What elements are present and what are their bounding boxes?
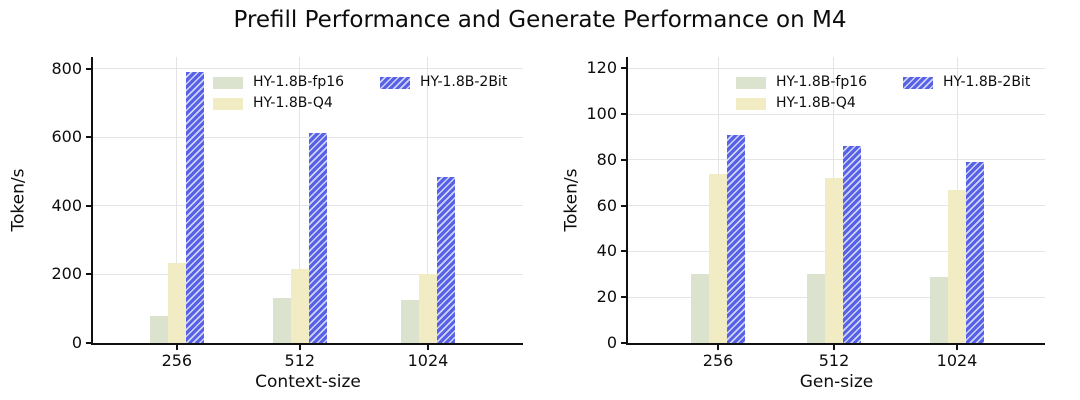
bar-hy-1.8b-fp16-256 xyxy=(691,274,710,343)
y-tick-mark xyxy=(621,158,626,161)
y-tick-label: 0 xyxy=(71,333,82,352)
x-tick-label: 512 xyxy=(284,351,316,370)
bar-hy-1.8b-2bit-1024 xyxy=(436,177,455,343)
y-tick-mark xyxy=(621,342,626,344)
bar-hy-1.8b-fp16-512 xyxy=(806,274,825,343)
y-axis-spine xyxy=(626,57,628,345)
y-tick-label: 800 xyxy=(51,58,82,78)
bar-hy-1.8b-fp16-256 xyxy=(149,316,168,343)
legend-label: HY-1.8B-Q4 xyxy=(253,95,333,112)
legend-swatch-icon xyxy=(903,76,934,89)
x-tick-label: 256 xyxy=(702,351,734,370)
bar-hy-1.8b-2bit-512 xyxy=(308,133,327,343)
bar-hy-1.8b-q4-1024 xyxy=(948,190,966,343)
gridline-horizontal xyxy=(628,113,1045,115)
legend-item-hy-1.8b-fp16: HY-1.8B-fp16 xyxy=(213,74,345,90)
y-tick-label: 100 xyxy=(586,104,617,124)
bar-hy-1.8b-q4-256 xyxy=(167,263,186,343)
legend-label: HY-1.8B-Q4 xyxy=(776,95,856,112)
y-axis-spine xyxy=(91,57,93,345)
gridline-vertical xyxy=(427,57,429,343)
gridline-vertical xyxy=(176,57,178,343)
legend-swatch-icon xyxy=(736,76,766,89)
bar-hy-1.8b-fp16-512 xyxy=(272,298,291,343)
y-axis-title: Token/s xyxy=(8,168,29,232)
legend-label: HY-1.8B-2Bit xyxy=(420,74,508,90)
y-tick-label: 600 xyxy=(51,127,82,147)
x-tick-mark xyxy=(956,345,958,350)
legend: HY-1.8B-fp16 HY-1.8B-Q4 HY-1.8B-2Bit xyxy=(736,74,1031,112)
legend-item-hy-1.8b-q4: HY-1.8B-Q4 xyxy=(736,95,867,112)
legend-label: HY-1.8B-fp16 xyxy=(776,74,868,90)
y-tick-mark xyxy=(621,250,626,253)
y-tick-mark xyxy=(86,136,91,139)
legend-item-hy-1.8b-fp16: HY-1.8B-fp16 xyxy=(736,74,868,90)
y-tick-label: 20 xyxy=(596,287,617,307)
y-tick-mark xyxy=(86,204,91,207)
y-tick-label: 40 xyxy=(596,241,617,261)
y-tick-mark xyxy=(86,342,91,344)
gridline-horizontal xyxy=(93,205,523,207)
bar-hy-1.8b-q4-1024 xyxy=(418,274,437,343)
x-tick-label: 1024 xyxy=(407,351,449,370)
gridline-horizontal xyxy=(628,159,1045,161)
legend-label: HY-1.8B-2Bit xyxy=(943,74,1031,90)
y-tick-mark xyxy=(86,67,91,70)
legend-label: HY-1.8B-fp16 xyxy=(253,74,345,90)
y-tick-mark xyxy=(621,67,626,70)
legend-item-hy-1.8b-2bit: HY-1.8B-2Bit xyxy=(380,74,508,90)
x-axis-spine xyxy=(91,343,523,345)
x-tick-label: 256 xyxy=(161,351,193,370)
bar-hy-1.8b-fp16-1024 xyxy=(930,277,948,343)
gridline-horizontal xyxy=(93,68,523,70)
legend-swatch-icon xyxy=(213,98,243,111)
prefill-chart: 0 200 400 600 800 256 512 1024 Context-size Token… xyxy=(9,57,523,391)
y-tick-mark xyxy=(621,296,626,299)
x-axis-title: Gen-size xyxy=(799,372,874,392)
y-axis-title: Token/s xyxy=(561,168,582,232)
bar-hy-1.8b-fp16-1024 xyxy=(400,300,419,343)
y-tick-label: 200 xyxy=(51,264,82,284)
legend: HY-1.8B-fp16 HY-1.8B-Q4 HY-1.8B-2Bit xyxy=(213,74,508,112)
bar-hy-1.8b-q4-256 xyxy=(709,174,728,343)
legend-swatch-icon xyxy=(736,98,766,111)
generate-chart: 0 20 40 60 80 100 120 256 512 1024 Gen-size Token/s… xyxy=(562,57,1045,391)
x-tick-label: 512 xyxy=(818,351,850,370)
gridline-horizontal xyxy=(628,67,1045,69)
bar-hy-1.8b-2bit-256 xyxy=(185,72,204,343)
x-tick-mark xyxy=(175,345,178,350)
bar-hy-1.8b-2bit-256 xyxy=(727,135,746,343)
legend-item-hy-1.8b-2bit: HY-1.8B-2Bit xyxy=(903,74,1031,90)
bar-hy-1.8b-2bit-1024 xyxy=(966,162,984,343)
legend-swatch-icon xyxy=(380,76,411,89)
x-axis-spine xyxy=(626,343,1045,345)
bar-hy-1.8b-q4-512 xyxy=(290,269,309,343)
gridline-horizontal xyxy=(93,136,523,138)
figure-title: Prefill Performance and Generate Perform… xyxy=(233,7,847,33)
y-tick-label: 80 xyxy=(596,149,617,169)
y-tick-label: 0 xyxy=(606,333,617,352)
x-tick-mark xyxy=(426,345,429,350)
bar-hy-1.8b-q4-512 xyxy=(824,178,843,343)
y-tick-label: 400 xyxy=(51,195,82,215)
y-tick-label: 60 xyxy=(596,195,617,215)
legend-item-hy-1.8b-q4: HY-1.8B-Q4 xyxy=(213,95,344,112)
x-tick-mark xyxy=(298,345,301,350)
gridline-vertical xyxy=(299,57,301,343)
x-tick-mark xyxy=(717,345,720,350)
y-tick-mark xyxy=(621,204,626,207)
y-tick-mark xyxy=(86,273,91,276)
y-tick-label: 120 xyxy=(586,58,617,78)
x-axis-title: Context-size xyxy=(255,372,361,392)
x-tick-label: 1024 xyxy=(936,351,978,370)
legend-swatch-icon xyxy=(213,76,243,89)
x-tick-mark xyxy=(832,345,835,350)
bar-hy-1.8b-2bit-512 xyxy=(842,146,861,343)
y-tick-mark xyxy=(621,113,626,116)
